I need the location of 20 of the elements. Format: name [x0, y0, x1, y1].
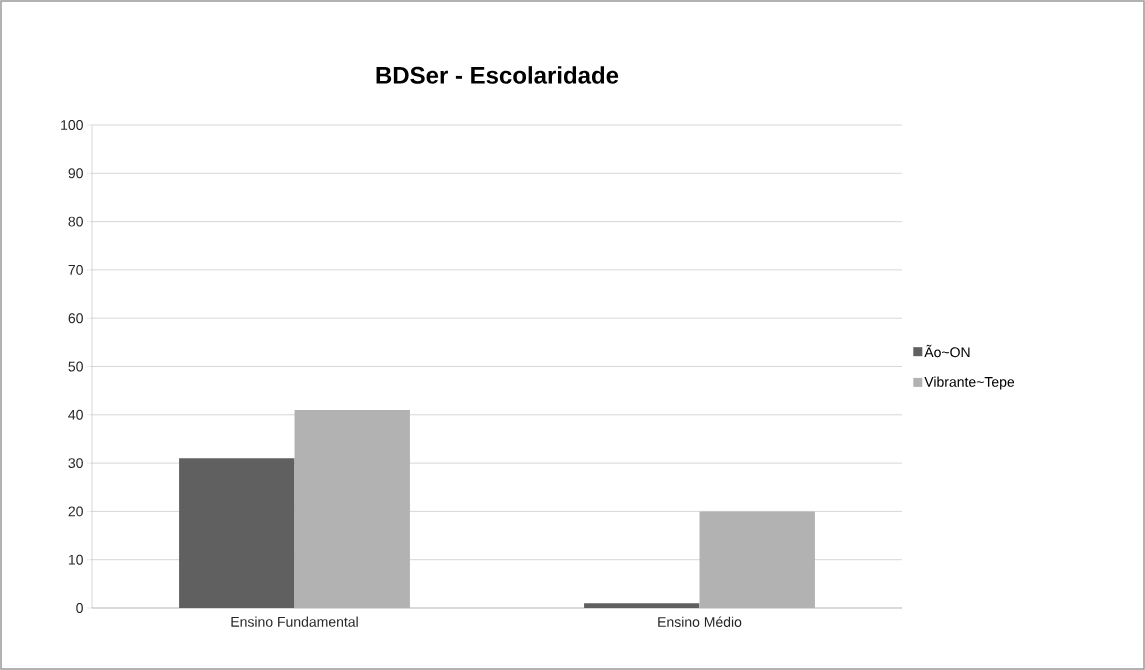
- y-tick-label: 10: [68, 554, 83, 565]
- y-tick-label: 40: [68, 409, 83, 420]
- bar: [294, 409, 410, 608]
- x-tick-label: Ensino Médio: [658, 616, 742, 627]
- legend-label: Vibrante~Tepe: [924, 376, 1015, 390]
- bar: [699, 511, 815, 608]
- y-tick-label: 60: [68, 313, 83, 324]
- y-tick-label: 100: [61, 120, 83, 130]
- y-tick-label: 20: [68, 506, 83, 517]
- y-tick-label: 80: [68, 216, 83, 227]
- y-tick-label: 70: [68, 264, 83, 275]
- chart-title: BDSer - Escolaridade: [376, 66, 619, 84]
- bar: [584, 603, 700, 608]
- y-tick-label: 90: [68, 168, 83, 179]
- y-tick-label: 30: [68, 458, 83, 469]
- bar: [179, 458, 295, 608]
- y-tick-label: 0: [76, 603, 83, 613]
- legend-label: Ão~ON: [924, 344, 970, 358]
- y-tick-label: 50: [68, 361, 83, 372]
- x-tick-label: Ensino Fundamental: [231, 616, 358, 627]
